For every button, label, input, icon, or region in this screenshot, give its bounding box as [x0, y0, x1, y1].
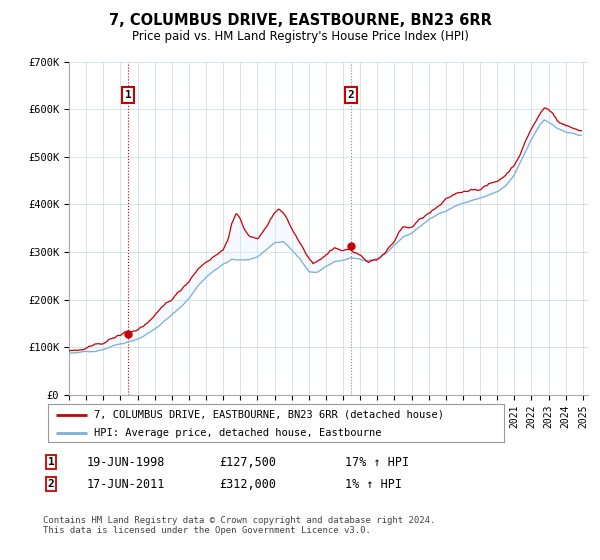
- Text: 7, COLUMBUS DRIVE, EASTBOURNE, BN23 6RR (detached house): 7, COLUMBUS DRIVE, EASTBOURNE, BN23 6RR …: [94, 410, 443, 420]
- Text: £312,000: £312,000: [219, 478, 276, 491]
- Text: 17% ↑ HPI: 17% ↑ HPI: [345, 455, 409, 469]
- Text: 17-JUN-2011: 17-JUN-2011: [87, 478, 166, 491]
- Text: 7, COLUMBUS DRIVE, EASTBOURNE, BN23 6RR: 7, COLUMBUS DRIVE, EASTBOURNE, BN23 6RR: [109, 13, 491, 28]
- Text: 1% ↑ HPI: 1% ↑ HPI: [345, 478, 402, 491]
- Text: 2: 2: [347, 90, 355, 100]
- Text: 1: 1: [47, 457, 55, 467]
- Text: HPI: Average price, detached house, Eastbourne: HPI: Average price, detached house, East…: [94, 428, 381, 438]
- Text: 2: 2: [47, 479, 55, 489]
- Text: 1: 1: [125, 90, 131, 100]
- Text: Contains HM Land Registry data © Crown copyright and database right 2024.
This d: Contains HM Land Registry data © Crown c…: [43, 516, 436, 535]
- Text: Price paid vs. HM Land Registry's House Price Index (HPI): Price paid vs. HM Land Registry's House …: [131, 30, 469, 43]
- Text: 19-JUN-1998: 19-JUN-1998: [87, 455, 166, 469]
- Text: £127,500: £127,500: [219, 455, 276, 469]
